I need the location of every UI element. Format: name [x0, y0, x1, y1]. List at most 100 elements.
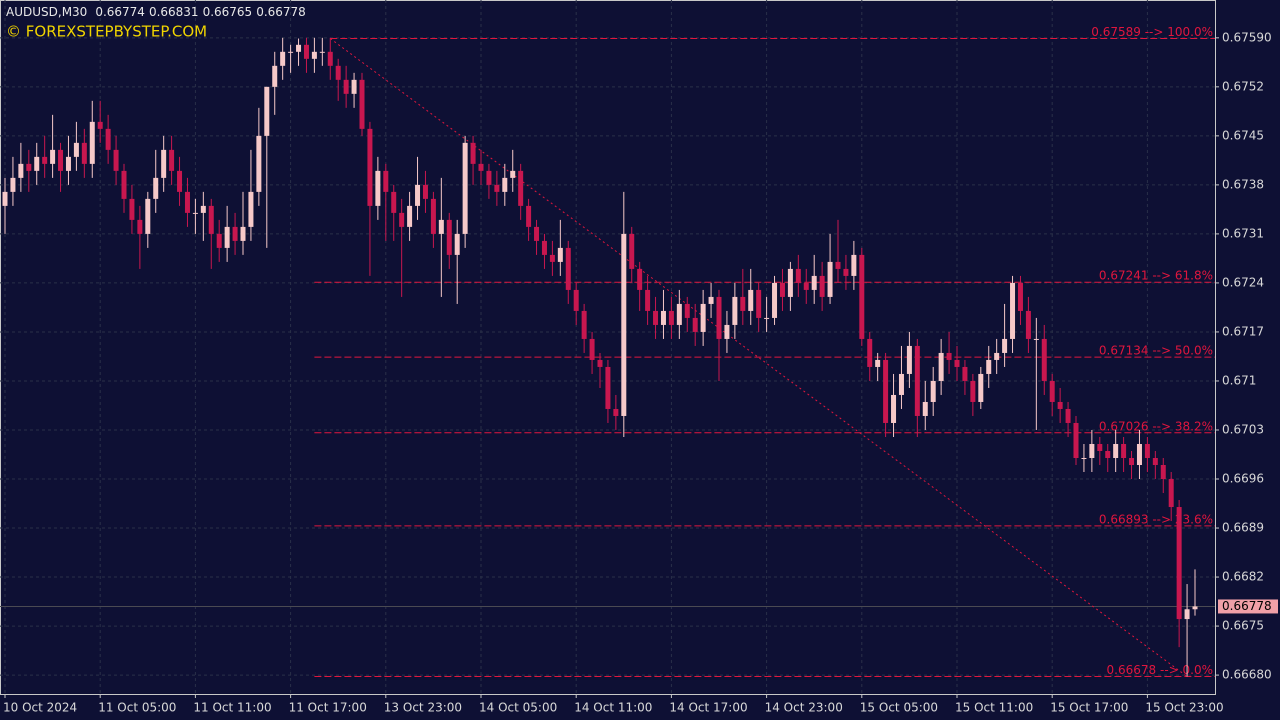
y-tick-label: 0.6745 [1222, 128, 1264, 142]
candle-body [34, 156, 40, 171]
candle-body [803, 282, 809, 290]
candle-body [494, 184, 500, 192]
candle-body [1129, 457, 1135, 466]
candle-body [1121, 443, 1127, 458]
candle-body [18, 163, 24, 178]
candle-body [415, 184, 421, 206]
candle-body [1136, 443, 1142, 466]
fib-label: 0.67241 --> 61.8% [1099, 269, 1213, 283]
fib-trendline [329, 38, 1188, 677]
x-tick-label: 15 Oct 23:00 [1145, 701, 1223, 715]
candle-body [359, 79, 365, 129]
candle-body [978, 373, 984, 402]
candle-body [906, 345, 912, 374]
candle-body [1176, 507, 1182, 620]
candle-body [502, 177, 508, 192]
candle-body [383, 170, 389, 192]
candle-body [1057, 401, 1063, 409]
candle-body [549, 254, 555, 262]
candle-body [954, 359, 960, 367]
x-tick-label: 11 Oct 11:00 [193, 701, 271, 715]
candle-body [256, 135, 262, 192]
y-tick-label: 0.6696 [1222, 472, 1264, 486]
candle-body [859, 254, 865, 339]
y-tick-label: 0.6724 [1222, 275, 1264, 289]
candle-body [145, 198, 151, 234]
fib-label: 0.67134 --> 50.0% [1099, 344, 1213, 358]
candle-body [407, 205, 413, 227]
candle-body [240, 226, 246, 241]
candle-body [422, 184, 428, 199]
candle-body [1152, 457, 1158, 466]
bid-box [1218, 599, 1278, 614]
x-tick-label: 14 Oct 05:00 [479, 701, 557, 715]
candle-body [653, 310, 659, 325]
candle-body [819, 275, 825, 297]
candle-body [1184, 609, 1190, 620]
candle-body [1002, 338, 1008, 353]
candle-body [1010, 282, 1016, 339]
candle-body [335, 65, 341, 80]
candle-body [526, 205, 532, 227]
candle-body [454, 233, 460, 255]
candle-body [811, 275, 817, 290]
candle-body [1105, 450, 1111, 458]
candle-body [930, 380, 936, 402]
candle-body [613, 408, 619, 416]
y-tick-label: 0.6675 [1222, 619, 1264, 633]
y-tick-label: 0.6752 [1222, 79, 1264, 93]
candle-body [192, 212, 198, 214]
candle-body [724, 324, 730, 339]
symbol: AUDUSD,M30 [6, 5, 87, 19]
candle-body [645, 289, 651, 311]
candle-body [732, 296, 738, 325]
x-tick-label: 11 Oct 05:00 [98, 701, 176, 715]
candle-body [105, 128, 111, 150]
candle-body [296, 44, 302, 52]
candle-body [153, 177, 159, 199]
header-value: 0.66765 [203, 5, 253, 19]
candle-body [700, 303, 706, 332]
header-value: 0.66774 [95, 5, 145, 19]
candle-body [58, 149, 64, 171]
candle-body [470, 142, 476, 164]
candle-body [430, 198, 436, 234]
y-tick-label: 0.671 [1222, 373, 1256, 387]
candle-body [986, 359, 992, 374]
candle-body [597, 359, 603, 367]
candle-body [914, 345, 920, 416]
candle-body [200, 205, 206, 213]
candle-body [1097, 443, 1103, 451]
candle-body [177, 170, 183, 192]
axes: 0.67590 0.6752 0.6745 0.6738 0.6731 0.6724 0.6… [3, 30, 1278, 715]
candle-body [248, 191, 254, 227]
candle-body [121, 170, 127, 199]
candle-body [446, 219, 452, 255]
candle-body [351, 79, 357, 94]
candle-body [557, 247, 563, 262]
candle-body [891, 394, 897, 423]
candle-body [589, 338, 595, 360]
candle-body [264, 86, 270, 136]
candle-body [478, 163, 484, 171]
y-tick-label: 0.6738 [1222, 177, 1264, 191]
candle-body [573, 289, 579, 311]
header: AUDUSD,M30 0.66774 0.66831 0.66765 0.66778 [6, 5, 306, 19]
candle-body [851, 254, 857, 276]
candle-body [319, 51, 325, 53]
candle-body [772, 282, 778, 318]
candle-body [867, 338, 873, 367]
candle-body [787, 268, 793, 297]
candle-body [835, 261, 841, 269]
candle-body [898, 373, 904, 395]
candle-body [1033, 338, 1039, 340]
fib-label: 0.67589 --> 100.0% [1091, 25, 1213, 39]
x-tick-label: 13 Oct 23:00 [384, 701, 462, 715]
grid [0, 0, 1215, 694]
candles [2, 37, 1198, 677]
header-value: 0.66778 [256, 5, 306, 19]
fib-label: 0.66893 --> 23.6% [1099, 512, 1213, 526]
candle-body [113, 149, 119, 171]
candle-body [605, 366, 611, 409]
